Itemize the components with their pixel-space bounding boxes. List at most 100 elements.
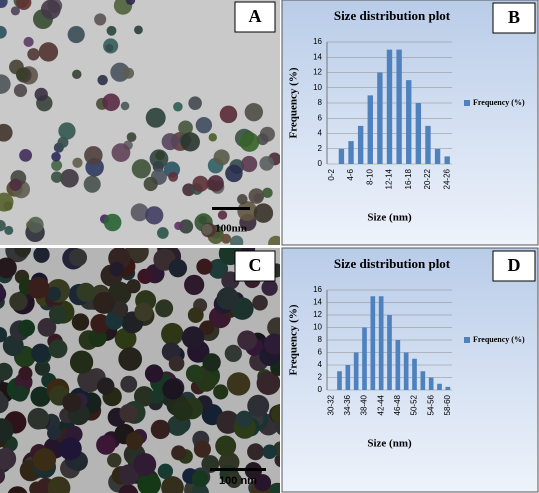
bar <box>428 377 434 390</box>
particle <box>0 25 7 39</box>
particle <box>219 105 238 124</box>
particle <box>157 227 169 239</box>
particle <box>118 347 143 371</box>
scale-bar <box>210 468 266 471</box>
particle <box>120 101 130 111</box>
panel-label: B <box>508 7 520 27</box>
bar <box>412 358 417 390</box>
particle <box>4 225 14 235</box>
bar <box>345 365 351 390</box>
particle <box>155 150 165 161</box>
particle <box>96 435 116 455</box>
particle <box>239 132 260 152</box>
particle <box>68 248 88 267</box>
particle <box>72 69 82 80</box>
particle <box>33 248 50 263</box>
bar <box>338 148 345 164</box>
particle <box>237 330 258 351</box>
particle <box>37 318 57 337</box>
panel-label-box <box>492 2 536 34</box>
particle <box>69 350 94 374</box>
particle <box>97 74 108 86</box>
particle <box>178 120 193 136</box>
bar <box>353 352 359 390</box>
particle <box>171 445 187 461</box>
x-tick-label: 16-18 <box>404 168 413 189</box>
particle <box>0 74 11 94</box>
particle <box>16 0 32 10</box>
particle <box>225 164 243 183</box>
particle <box>58 122 76 140</box>
particle <box>270 404 280 425</box>
particle <box>126 279 141 294</box>
particle <box>247 394 270 417</box>
bar <box>395 340 401 390</box>
particle <box>0 447 17 470</box>
particle <box>184 274 205 295</box>
x-tick-label: 0-2 <box>327 168 336 180</box>
particle <box>0 285 7 303</box>
y-tick-label: 2 <box>318 373 323 382</box>
particle <box>192 175 209 192</box>
bar <box>367 95 373 164</box>
particle <box>185 364 204 383</box>
particle <box>172 400 193 421</box>
particle <box>118 484 139 493</box>
particle <box>134 302 153 322</box>
scale-bar <box>212 207 250 210</box>
y-tick-label: 10 <box>313 323 322 332</box>
particle <box>208 258 229 279</box>
particle <box>241 155 258 173</box>
particle <box>237 194 248 205</box>
y-tick-label: 0 <box>318 385 323 394</box>
particle <box>161 133 179 151</box>
particle <box>268 235 280 245</box>
particle <box>83 175 101 193</box>
particle <box>97 377 115 395</box>
y-axis-label: Frequency (%) <box>288 67 300 138</box>
particle <box>102 93 120 112</box>
particle <box>173 101 183 112</box>
bar <box>437 383 442 390</box>
particle <box>145 206 164 225</box>
x-tick-label: 8-10 <box>365 168 374 185</box>
y-tick-label: 16 <box>313 285 322 294</box>
particle <box>168 355 185 372</box>
particle <box>18 319 36 337</box>
x-tick-label: 50-52 <box>410 394 419 415</box>
particle <box>208 133 217 142</box>
particle <box>40 0 61 20</box>
panel-label-box <box>234 1 276 33</box>
particle <box>261 279 278 296</box>
particle <box>0 418 14 443</box>
particle <box>266 482 280 493</box>
y-tick-label: 6 <box>318 348 323 357</box>
particle <box>92 291 115 314</box>
particle <box>27 407 50 430</box>
y-tick-label: 4 <box>318 129 323 138</box>
scale-bar-label: 100nm <box>215 223 247 235</box>
bar <box>378 296 384 390</box>
particle <box>215 435 237 457</box>
panel-label: D <box>508 255 521 275</box>
particle <box>30 386 51 407</box>
particle <box>216 287 240 310</box>
bar <box>386 49 393 164</box>
x-tick-label: 30-32 <box>326 394 335 415</box>
particle <box>0 0 8 8</box>
particle <box>71 313 90 331</box>
y-tick-label: 8 <box>318 98 323 107</box>
legend-label: Frequency (%) <box>473 335 525 344</box>
particle <box>224 344 242 363</box>
x-tick-label: 20-22 <box>423 168 432 189</box>
particle <box>191 484 209 493</box>
bar <box>445 386 451 390</box>
scale-bar-label: 100 nm <box>219 475 257 487</box>
particle <box>187 307 204 323</box>
y-tick-label: 8 <box>318 335 323 344</box>
particle <box>27 48 40 61</box>
particle <box>47 476 71 493</box>
particle <box>125 431 144 450</box>
particle <box>133 452 157 477</box>
particle <box>0 192 14 212</box>
